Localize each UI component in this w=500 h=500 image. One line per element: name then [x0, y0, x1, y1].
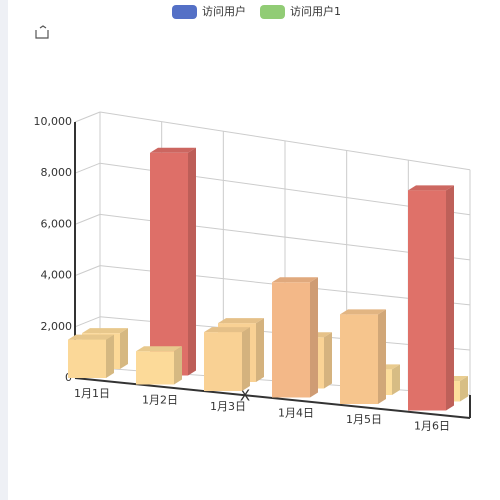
bar-top: [82, 328, 128, 334]
bar: [136, 346, 182, 385]
bar-top: [136, 346, 182, 352]
bar-top: [150, 147, 196, 153]
x-tick-label: 1月5日: [346, 413, 382, 426]
bar: [204, 327, 250, 391]
restore-icon[interactable]: [35, 25, 49, 39]
bar-front: [68, 339, 106, 378]
bar-side: [446, 185, 454, 411]
bar-side: [392, 364, 400, 395]
bar-top: [204, 327, 250, 333]
bar-side: [242, 327, 250, 391]
y-tick-label: 2,000: [41, 320, 73, 333]
grid-line: [74, 265, 101, 277]
bar-top: [218, 318, 264, 324]
bar-top: [340, 309, 386, 315]
x-axis: [74, 377, 471, 419]
grid-line: [74, 213, 101, 225]
bar-front: [204, 332, 242, 391]
y-tick-label: 8,000: [41, 166, 73, 179]
bar-side: [174, 346, 182, 385]
legend-swatch: [172, 5, 197, 19]
bar-side: [460, 376, 468, 402]
bar-top: [408, 185, 454, 191]
bar-top: [272, 277, 318, 283]
bar: [272, 277, 318, 398]
bar: [68, 334, 114, 378]
y-tick-label: 10,000: [34, 115, 73, 128]
legend-label: 访问用户: [202, 4, 246, 18]
bar: [340, 309, 386, 404]
bar-side: [256, 318, 264, 382]
grid-line: [74, 111, 101, 123]
icon-part: [39, 25, 47, 29]
bar-side: [310, 277, 318, 398]
y-tick-label: 6,000: [41, 217, 73, 230]
grid-line: [74, 162, 101, 174]
y-tick-label: 4,000: [41, 269, 73, 282]
bar-front: [340, 314, 378, 404]
side-strip: [0, 0, 8, 500]
bar-side: [120, 328, 128, 369]
bar: [408, 185, 454, 411]
x-tick-label: 1月3日: [210, 400, 246, 413]
icon-part: [35, 30, 49, 39]
bar-side: [106, 334, 114, 378]
legend-swatch: [260, 5, 285, 19]
legend-label: 访问用户1: [290, 4, 341, 18]
bar-side: [188, 147, 196, 376]
grid-line: [74, 316, 101, 328]
bar-front: [136, 351, 174, 385]
bar-side: [378, 309, 386, 404]
bar-top: [68, 334, 114, 340]
x-tick-label: 1月4日: [278, 407, 314, 420]
bar: [150, 147, 196, 376]
bar-front: [150, 152, 188, 376]
x-tick-label: 1月6日: [414, 420, 450, 433]
bar-front: [408, 190, 446, 411]
bar-front: [272, 282, 310, 398]
x-tick-label: 1月1日: [74, 387, 110, 400]
bar-side: [324, 332, 332, 389]
x-tick-label: 1月2日: [142, 394, 178, 407]
